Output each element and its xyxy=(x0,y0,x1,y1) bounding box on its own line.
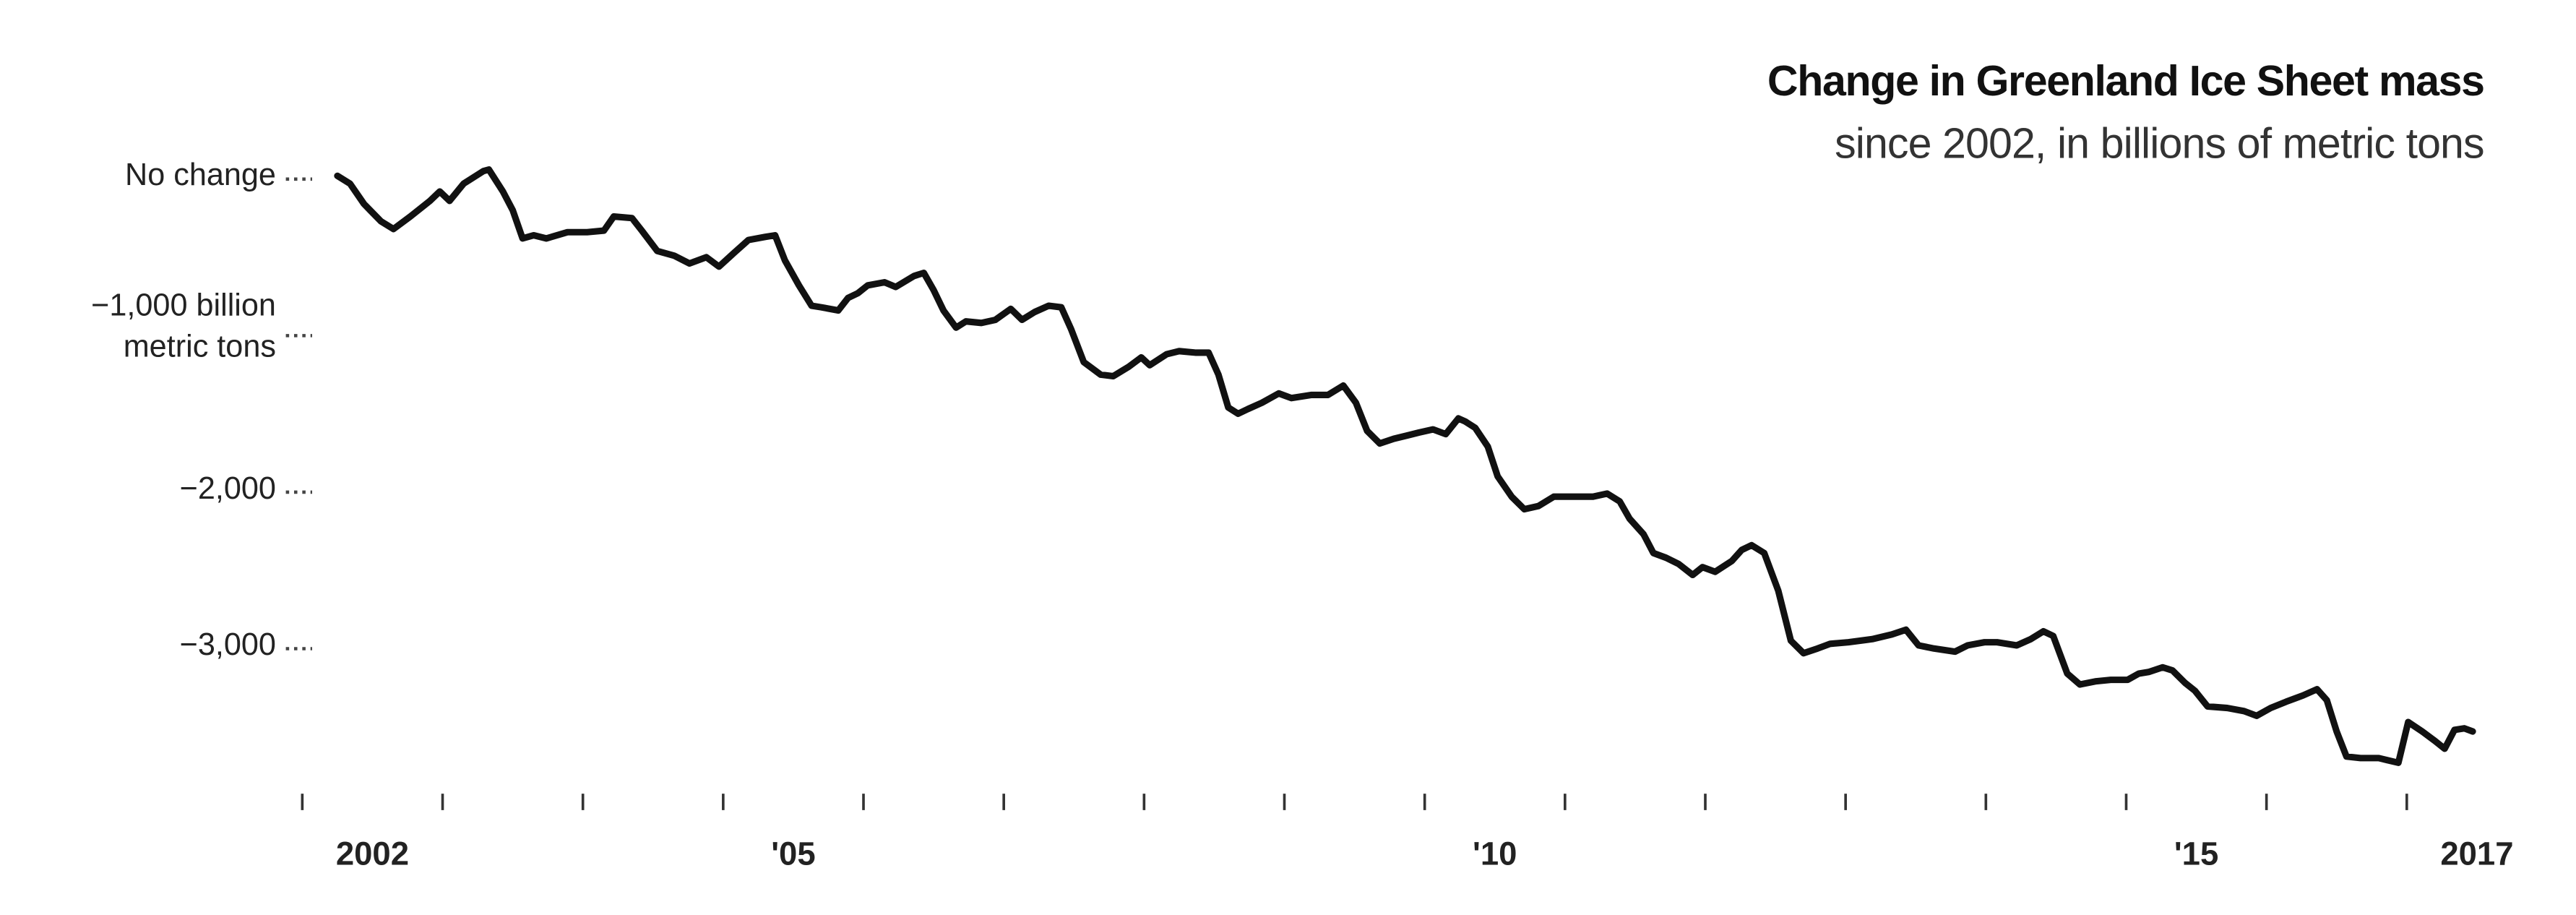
x-tick-label: '15 xyxy=(2174,835,2218,872)
x-tick-label: '05 xyxy=(771,835,815,872)
y-tick-label: −1,000 billion metric tons xyxy=(91,289,276,366)
y-tick-label: No change xyxy=(125,158,276,194)
x-tick-label: 2002 xyxy=(336,835,409,872)
y-tick-label: −3,000 xyxy=(179,628,276,663)
x-tick-label: '10 xyxy=(1473,835,1517,872)
x-tick-label: 2017 xyxy=(2440,835,2513,872)
chart-subtitle: since 2002, in billions of metric tons xyxy=(1835,118,2485,168)
chart-title: Change in Greenland Ice Sheet mass xyxy=(1767,56,2485,106)
y-tick-label: −2,000 xyxy=(179,471,276,507)
data-line xyxy=(334,166,2476,766)
